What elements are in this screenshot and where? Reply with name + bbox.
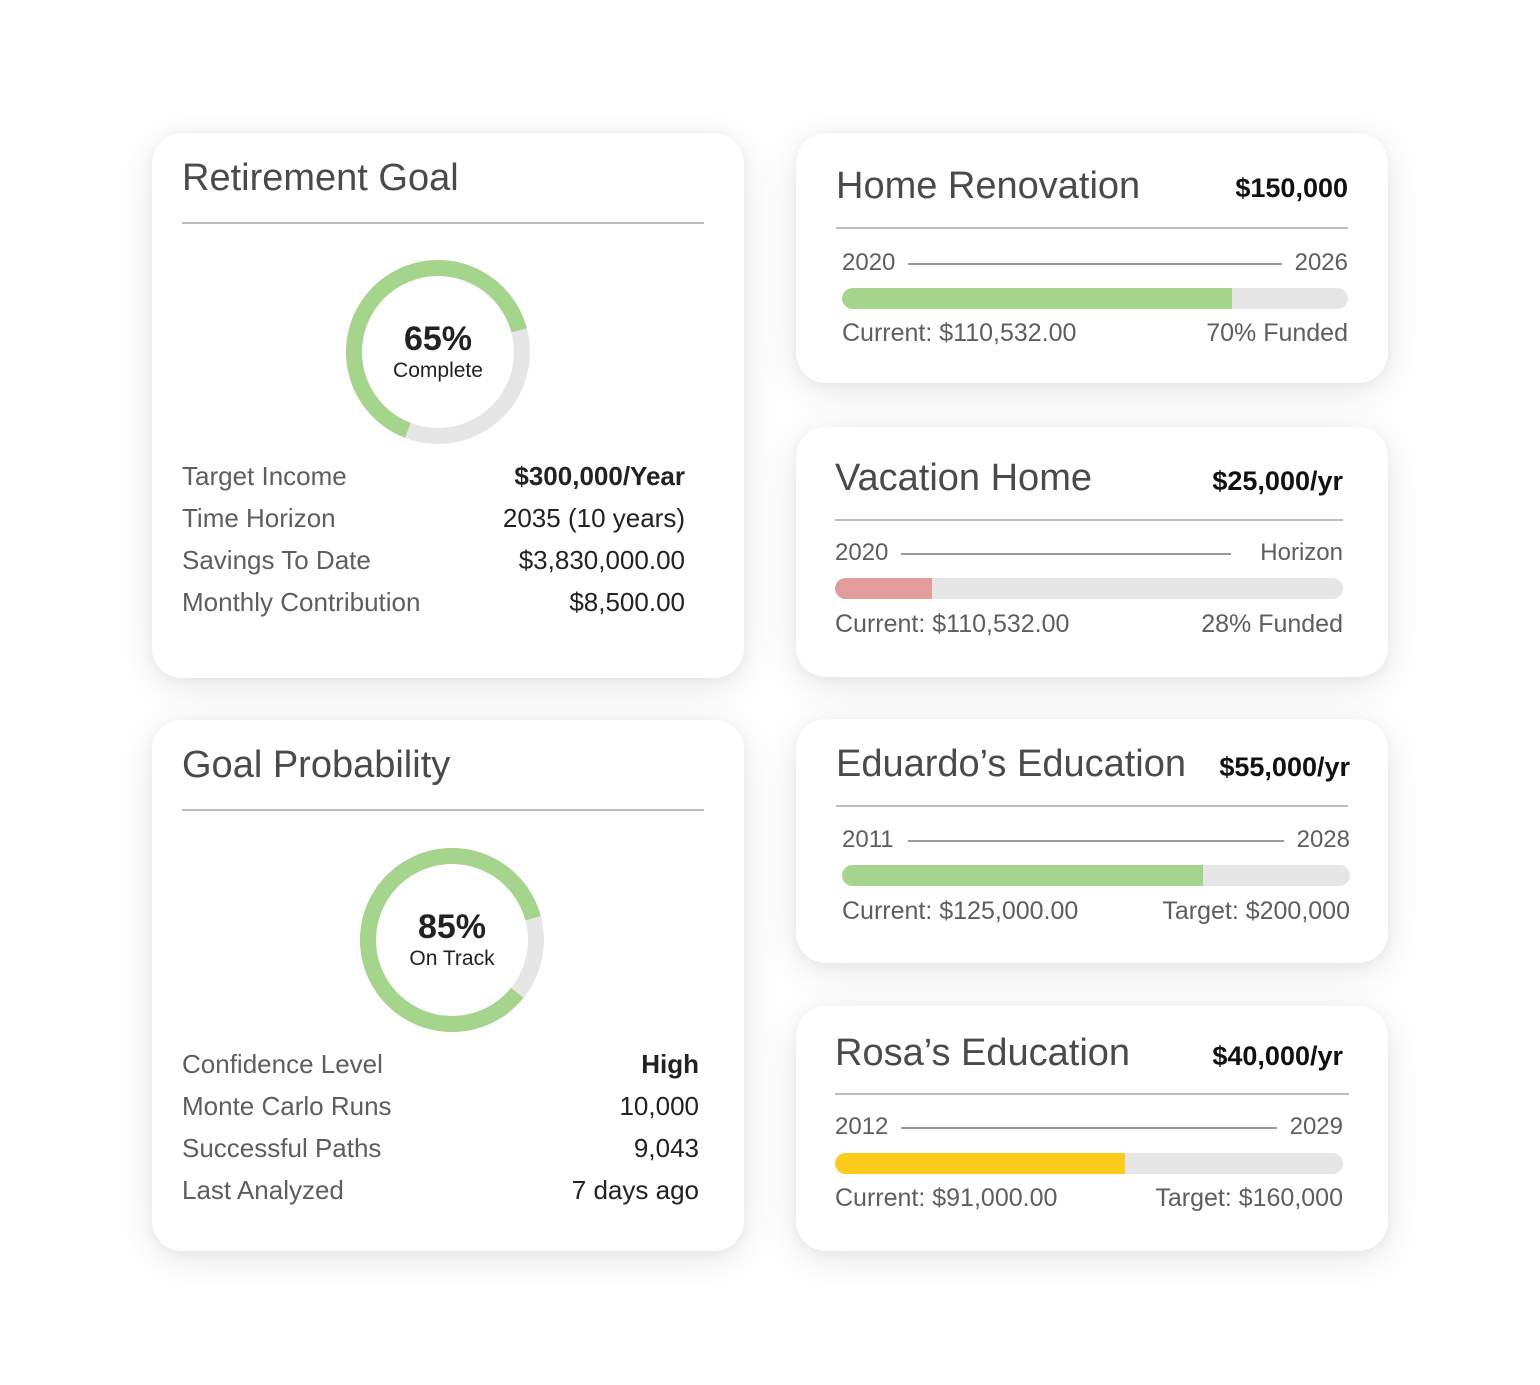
- stat-value: 7 days ago: [571, 1175, 699, 1205]
- goal-timeline: 2012 2029: [835, 1112, 1343, 1142]
- probability-stats: Confidence Level High Monte Carlo Runs 1…: [182, 1043, 699, 1211]
- timeline-start: 2020: [842, 249, 896, 276]
- goal-amount: $25,000/yr: [1212, 466, 1343, 496]
- stat-row: Confidence Level High: [182, 1043, 699, 1085]
- rosa-education-card: Rosa’s Education $40,000/yr 2012 2029 Cu…: [796, 1006, 1388, 1251]
- current-amount: Current: $110,532.00: [835, 610, 1070, 638]
- divider: [835, 1093, 1349, 1095]
- timeline-start: 2011: [842, 826, 894, 853]
- stat-row: Successful Paths 9,043: [182, 1127, 699, 1169]
- timeline-line: [908, 840, 1284, 842]
- funded-status: 28% Funded: [1201, 610, 1343, 638]
- stat-label: Time Horizon: [182, 503, 336, 533]
- divider: [182, 809, 704, 811]
- funding-progress-fill: [842, 288, 1232, 309]
- funding-progress-bar: [835, 1153, 1343, 1174]
- funding-progress-bar: [842, 865, 1350, 886]
- target-amount: Target: $200,000: [1162, 897, 1350, 925]
- goal-timeline: 2020 2026: [842, 248, 1348, 278]
- goal-footer: Current: $110,532.00 70% Funded: [842, 317, 1348, 349]
- stat-label: Successful Paths: [182, 1133, 382, 1163]
- funding-progress-bar: [842, 288, 1348, 309]
- timeline-line: [901, 553, 1231, 555]
- stat-row: Monthly Contribution $8,500.00: [182, 581, 685, 623]
- timeline-start: 2020: [835, 539, 889, 566]
- goal-footer: Current: $110,532.00 28% Funded: [835, 608, 1343, 640]
- divider: [836, 227, 1348, 229]
- retirement-goal-title: Retirement Goal: [182, 157, 459, 199]
- retirement-progress-donut: 65% Complete: [338, 252, 538, 452]
- stat-label: Target Income: [182, 461, 347, 491]
- goal-timeline: 2020 Horizon: [835, 538, 1343, 568]
- stat-row: Monte Carlo Runs 10,000: [182, 1085, 699, 1127]
- stat-row: Target Income $300,000/Year: [182, 455, 685, 497]
- goal-footer: Current: $125,000.00 Target: $200,000: [842, 895, 1350, 927]
- divider: [836, 805, 1348, 807]
- stat-value: 2035 (10 years): [502, 503, 685, 533]
- stat-label: Savings To Date: [182, 545, 371, 575]
- current-amount: Current: $91,000.00: [835, 1184, 1058, 1212]
- retirement-stats: Target Income $300,000/Year Time Horizon…: [182, 455, 685, 623]
- probability-donut: 85% On Track: [352, 840, 552, 1040]
- stat-label: Last Analyzed: [182, 1175, 344, 1205]
- goal-title: Vacation Home: [835, 457, 1092, 499]
- funding-progress-fill: [835, 578, 932, 599]
- donut-progress-arc: [346, 260, 530, 444]
- stat-label: Monthly Contribution: [182, 587, 421, 617]
- vacation-home-card: Vacation Home $25,000/yr 2020 Horizon Cu…: [796, 427, 1388, 677]
- funding-progress-fill: [835, 1153, 1125, 1174]
- goal-title: Home Renovation: [836, 165, 1141, 207]
- goal-footer: Current: $91,000.00 Target: $160,000: [835, 1182, 1343, 1214]
- timeline-end: 2029: [1289, 1113, 1343, 1140]
- goal-probability-title: Goal Probability: [182, 744, 451, 786]
- retirement-progress-value: 65%: [403, 320, 473, 358]
- timeline-end: Horizon: [1260, 539, 1343, 566]
- goal-probability-card: Goal Probability 85% On Track Confidence…: [152, 720, 744, 1251]
- timeline-end: 2026: [1294, 249, 1348, 276]
- current-amount: Current: $110,532.00: [842, 319, 1077, 347]
- goal-title: Eduardo’s Education: [836, 743, 1186, 785]
- stat-value: High: [641, 1049, 699, 1079]
- divider: [182, 222, 704, 224]
- stat-row: Time Horizon 2035 (10 years): [182, 497, 685, 539]
- retirement-progress-label: Complete: [393, 359, 483, 382]
- timeline-start: 2012: [835, 1113, 889, 1140]
- stat-value: $3,830,000.00: [518, 545, 685, 575]
- stat-row: Savings To Date $3,830,000.00: [182, 539, 685, 581]
- stat-value: 9,043: [633, 1133, 699, 1163]
- stat-value: $300,000/Year: [514, 461, 685, 491]
- funded-status: 70% Funded: [1206, 319, 1348, 347]
- home-renovation-card: Home Renovation $150,000 2020 2026 Curre…: [796, 133, 1388, 383]
- probability-value: 85%: [417, 908, 487, 946]
- eduardo-education-card: Eduardo’s Education $55,000/yr 2011 2028…: [796, 719, 1388, 963]
- divider: [835, 519, 1343, 521]
- timeline-line: [908, 263, 1282, 265]
- stat-value: $8,500.00: [569, 587, 685, 617]
- goal-title: Rosa’s Education: [835, 1032, 1131, 1074]
- stat-label: Confidence Level: [182, 1049, 383, 1079]
- stat-row: Last Analyzed 7 days ago: [182, 1169, 699, 1211]
- target-amount: Target: $160,000: [1155, 1184, 1343, 1212]
- goal-timeline: 2011 2028: [842, 825, 1350, 855]
- funding-progress-fill: [842, 865, 1203, 886]
- stat-value: 10,000: [619, 1091, 699, 1121]
- retirement-goal-card: Retirement Goal 65% Complete Target Inco…: [152, 133, 744, 678]
- funding-progress-bar: [835, 578, 1343, 599]
- stat-label: Monte Carlo Runs: [182, 1091, 392, 1121]
- goal-amount: $40,000/yr: [1212, 1041, 1343, 1071]
- current-amount: Current: $125,000.00: [842, 897, 1079, 925]
- timeline-end: 2028: [1296, 826, 1350, 853]
- goal-amount: $150,000: [1235, 173, 1348, 203]
- timeline-line: [901, 1127, 1277, 1129]
- probability-label: On Track: [409, 947, 495, 970]
- goal-amount: $55,000/yr: [1219, 752, 1350, 782]
